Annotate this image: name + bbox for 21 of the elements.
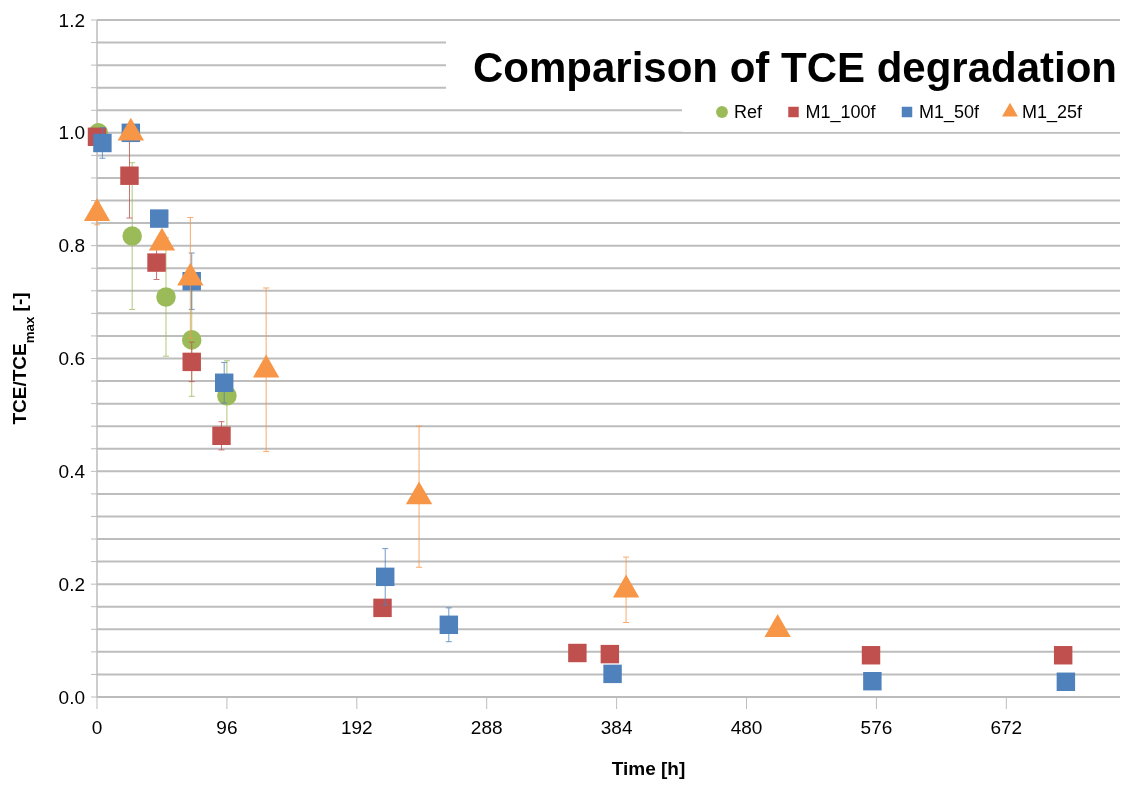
- x-tick-label: 192: [340, 717, 373, 738]
- legend-label: Ref: [734, 102, 764, 123]
- x-tick-label: 96: [216, 717, 238, 738]
- x-tick-label: 480: [730, 717, 763, 738]
- x-tick-label: 0: [91, 717, 103, 738]
- x-tick-label: 384: [600, 717, 633, 738]
- legend-label: M1_25f: [1022, 102, 1084, 124]
- y-tick-label: 1.2: [58, 9, 85, 31]
- x-tick-label: 576: [860, 717, 893, 738]
- legend-label: M1_100f: [805, 102, 877, 124]
- x-axis-title: Time [h]: [611, 758, 686, 779]
- y-tick-label: 0.8: [58, 235, 85, 257]
- y-tick-label: 0.0: [58, 686, 85, 708]
- x-tick-label: 288: [470, 717, 503, 738]
- legend-label: M1_50f: [919, 102, 981, 124]
- text: Comparison of TCE degradation: [472, 44, 1117, 91]
- y-tick-label: 1.0: [58, 122, 85, 144]
- y-tick-label: 0.6: [58, 348, 85, 370]
- y-tick-label: 0.4: [58, 460, 86, 482]
- x-tick-label: 672: [990, 717, 1023, 738]
- y-tick-label: 0.2: [58, 573, 85, 595]
